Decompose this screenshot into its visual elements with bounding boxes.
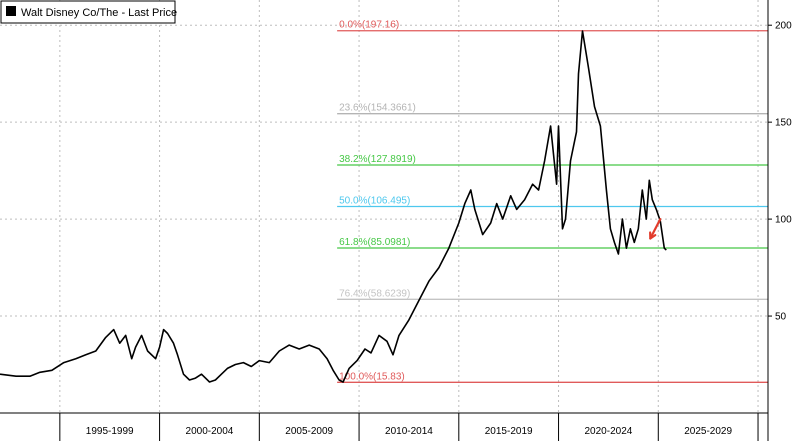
- fibonacci-levels: 0.0%(197.16) 23.6%(154.3661) 38.2%(127.891…: [337, 20, 768, 383]
- legend-label: Walt Disney Co/The - Last Price: [21, 7, 177, 19]
- fib-level-label: 76.4%(58.6239): [339, 288, 410, 299]
- x-period-label: 2010-2014: [385, 426, 433, 437]
- fib-level-label: 0.0%(197.16): [339, 20, 399, 31]
- annotations: [649, 218, 662, 240]
- series-lines: [0, 30, 667, 383]
- x-period-label: 1995-1999: [86, 426, 134, 437]
- legend-box[interactable]: [0, 0, 176, 24]
- annotation-arrow-head: [649, 231, 657, 240]
- fib-level-label: 50.0%(106.495): [339, 196, 410, 207]
- x-period-label: 2015-2019: [485, 426, 533, 437]
- y-tick-label: 50: [775, 312, 787, 323]
- fib-level-label: 61.8%(85.0981): [339, 237, 410, 248]
- y-tick-label: 100: [775, 215, 792, 226]
- legend-swatch: [6, 6, 16, 16]
- x-period-label: 2005-2009: [285, 426, 333, 437]
- fib-level-label: 38.2%(127.8919): [339, 154, 416, 165]
- annotation-arrow-shaft: [649, 218, 662, 240]
- x-period-label: 2025-2029: [684, 426, 732, 437]
- fib-level-label: 23.6%(154.3661): [339, 103, 416, 114]
- fib-level-label: 100.0%(15.83): [339, 371, 405, 382]
- x-period-label: 2000-2004: [186, 426, 234, 437]
- y-tick-label: 150: [775, 118, 792, 129]
- legend[interactable]: Walt Disney Co/The - Last Price: [0, 0, 177, 24]
- price-series-line: [0, 30, 667, 383]
- y-tick-label: 200: [775, 21, 792, 32]
- x-period-label: 2020-2024: [585, 426, 633, 437]
